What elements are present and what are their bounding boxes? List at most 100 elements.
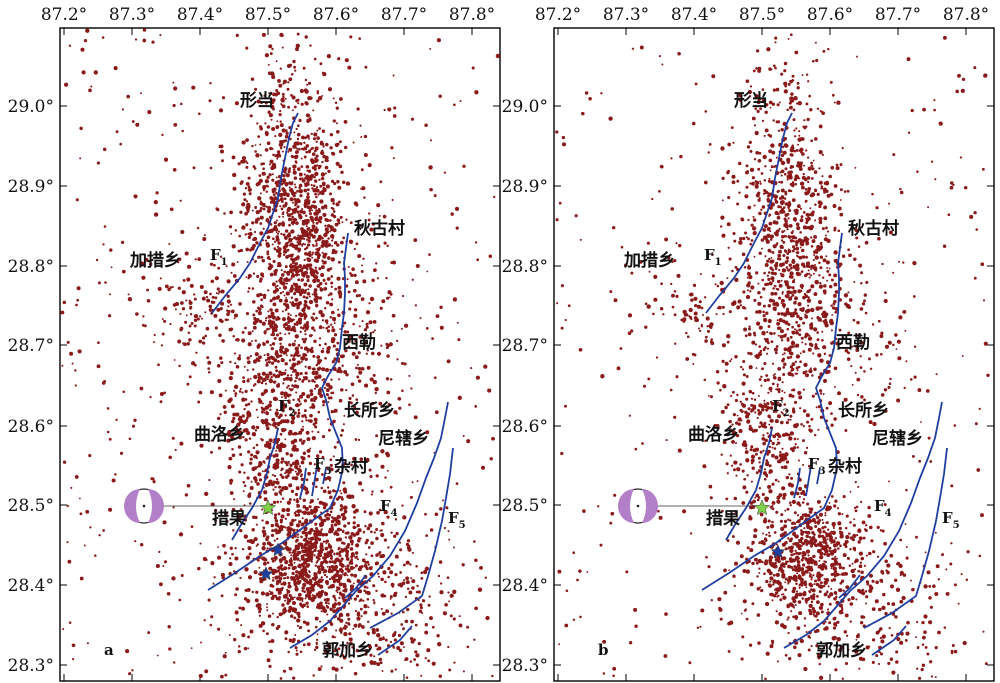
- earthquake-point: [325, 512, 330, 517]
- earthquake-point: [735, 433, 740, 438]
- earthquake-point: [340, 557, 344, 561]
- earthquake-point: [274, 154, 278, 158]
- earthquake-point: [305, 238, 308, 241]
- lat-tick-label: 29.0°: [502, 97, 548, 117]
- lon-tick-label: 87.8°: [449, 5, 495, 25]
- earthquake-point: [778, 249, 782, 254]
- earthquake-point: [293, 511, 297, 515]
- earthquake-point: [256, 99, 261, 104]
- earthquake-point: [778, 268, 781, 272]
- earthquake-point: [333, 250, 338, 255]
- earthquake-point: [761, 247, 763, 250]
- earthquake-point: [317, 207, 321, 211]
- earthquake-point: [770, 291, 775, 296]
- earthquake-point: [420, 576, 424, 580]
- earthquake-point: [832, 204, 837, 208]
- earthquake-point: [373, 329, 376, 332]
- earthquake-points: [555, 33, 990, 681]
- earthquake-point: [290, 376, 293, 380]
- earthquake-point: [736, 179, 740, 183]
- earthquake-point: [337, 313, 341, 318]
- aftershock-star-icon: [258, 566, 274, 581]
- earthquake-point: [338, 567, 343, 572]
- earthquake-point: [284, 322, 288, 327]
- earthquake-point: [278, 215, 281, 218]
- earthquake-point: [273, 228, 276, 231]
- earthquake-point: [315, 244, 318, 247]
- earthquake-point: [197, 400, 201, 404]
- lat-tick-label: 28.5°: [502, 496, 548, 516]
- earthquake-point: [329, 622, 334, 626]
- earthquake-point: [282, 82, 285, 85]
- earthquake-point: [782, 206, 786, 209]
- fault-line: [231, 427, 279, 541]
- earthquake-point: [336, 218, 341, 222]
- earthquake-point: [268, 371, 273, 376]
- earthquake-point: [821, 330, 824, 333]
- earthquake-point: [307, 546, 313, 552]
- earthquake-point: [809, 108, 813, 112]
- earthquake-point: [368, 511, 373, 516]
- earthquake-point: [390, 261, 394, 265]
- earthquake-point: [340, 428, 345, 432]
- earthquake-point: [303, 303, 307, 307]
- earthquake-point: [333, 649, 337, 653]
- earthquake-point: [204, 311, 207, 314]
- earthquake-point: [226, 294, 230, 298]
- earthquake-point: [284, 134, 289, 139]
- earthquake-point: [336, 591, 339, 594]
- earthquake-point: [738, 240, 743, 245]
- earthquake-point: [271, 356, 274, 359]
- earthquake-point: [209, 81, 212, 85]
- earthquake-point: [787, 189, 791, 193]
- earthquake-point: [335, 629, 338, 632]
- earthquake-point: [371, 222, 375, 226]
- earthquake-point: [770, 271, 775, 275]
- earthquake-point: [731, 174, 736, 179]
- earthquake-point: [163, 306, 168, 311]
- earthquake-point: [356, 557, 359, 561]
- earthquake-point: [372, 584, 376, 588]
- earthquake-point: [203, 619, 206, 622]
- earthquake-point: [821, 153, 824, 156]
- earthquake-point: [774, 200, 779, 204]
- earthquake-point: [462, 670, 465, 673]
- earthquake-point: [771, 482, 775, 486]
- earthquake-point: [240, 463, 244, 467]
- earthquake-point: [243, 597, 248, 601]
- earthquake-point: [140, 261, 145, 266]
- earthquake-point: [780, 127, 784, 132]
- earthquake-point: [166, 591, 171, 596]
- earthquake-point: [791, 144, 794, 147]
- earthquake-point: [757, 282, 760, 285]
- earthquake-point: [794, 219, 797, 222]
- earthquake-point: [783, 413, 787, 417]
- earthquake-point: [326, 218, 330, 223]
- earthquake-point: [231, 262, 236, 267]
- earthquake-point: [370, 541, 374, 545]
- earthquake-point: [313, 269, 318, 273]
- earthquake-point: [357, 438, 361, 442]
- earthquake-point: [289, 328, 294, 332]
- earthquake-point: [201, 296, 206, 301]
- earthquake-point: [420, 571, 424, 575]
- earthquake-point: [328, 567, 332, 572]
- earthquake-point: [208, 304, 213, 309]
- earthquake-point: [144, 257, 149, 262]
- earthquake-point: [220, 572, 225, 577]
- earthquake-point: [244, 567, 249, 572]
- earthquake-point: [314, 217, 319, 222]
- earthquake-point: [341, 180, 346, 184]
- earthquake-point: [734, 277, 739, 283]
- earthquake-point: [745, 185, 749, 189]
- earthquake-point: [784, 280, 788, 284]
- earthquake-point: [308, 250, 312, 255]
- earthquake-point: [284, 171, 287, 174]
- earthquake-point: [70, 486, 73, 489]
- earthquake-point: [778, 283, 783, 288]
- earthquake-point: [744, 231, 748, 235]
- earthquake-point: [758, 487, 762, 490]
- earthquake-point: [397, 396, 402, 401]
- earthquake-point: [779, 334, 784, 339]
- earthquake-point: [294, 287, 298, 292]
